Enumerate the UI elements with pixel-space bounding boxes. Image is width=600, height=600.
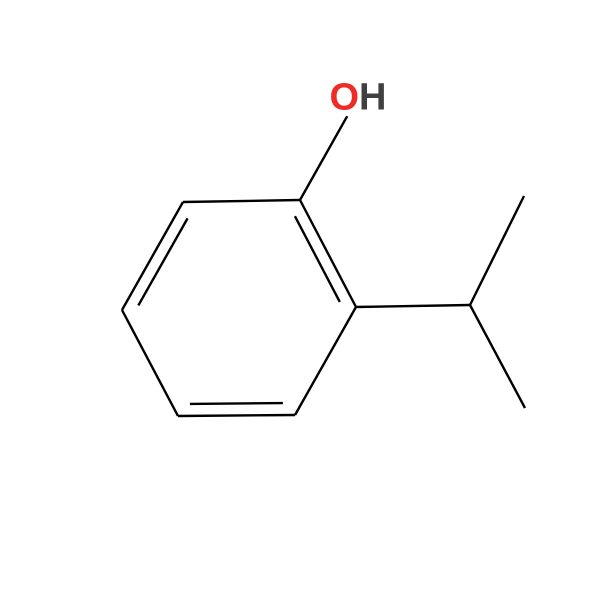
oxygen-label: O xyxy=(329,76,359,118)
molecule-diagram: OH xyxy=(0,0,600,600)
hydrogen-label: H xyxy=(359,76,386,118)
hydroxyl-label: OH xyxy=(329,76,386,118)
